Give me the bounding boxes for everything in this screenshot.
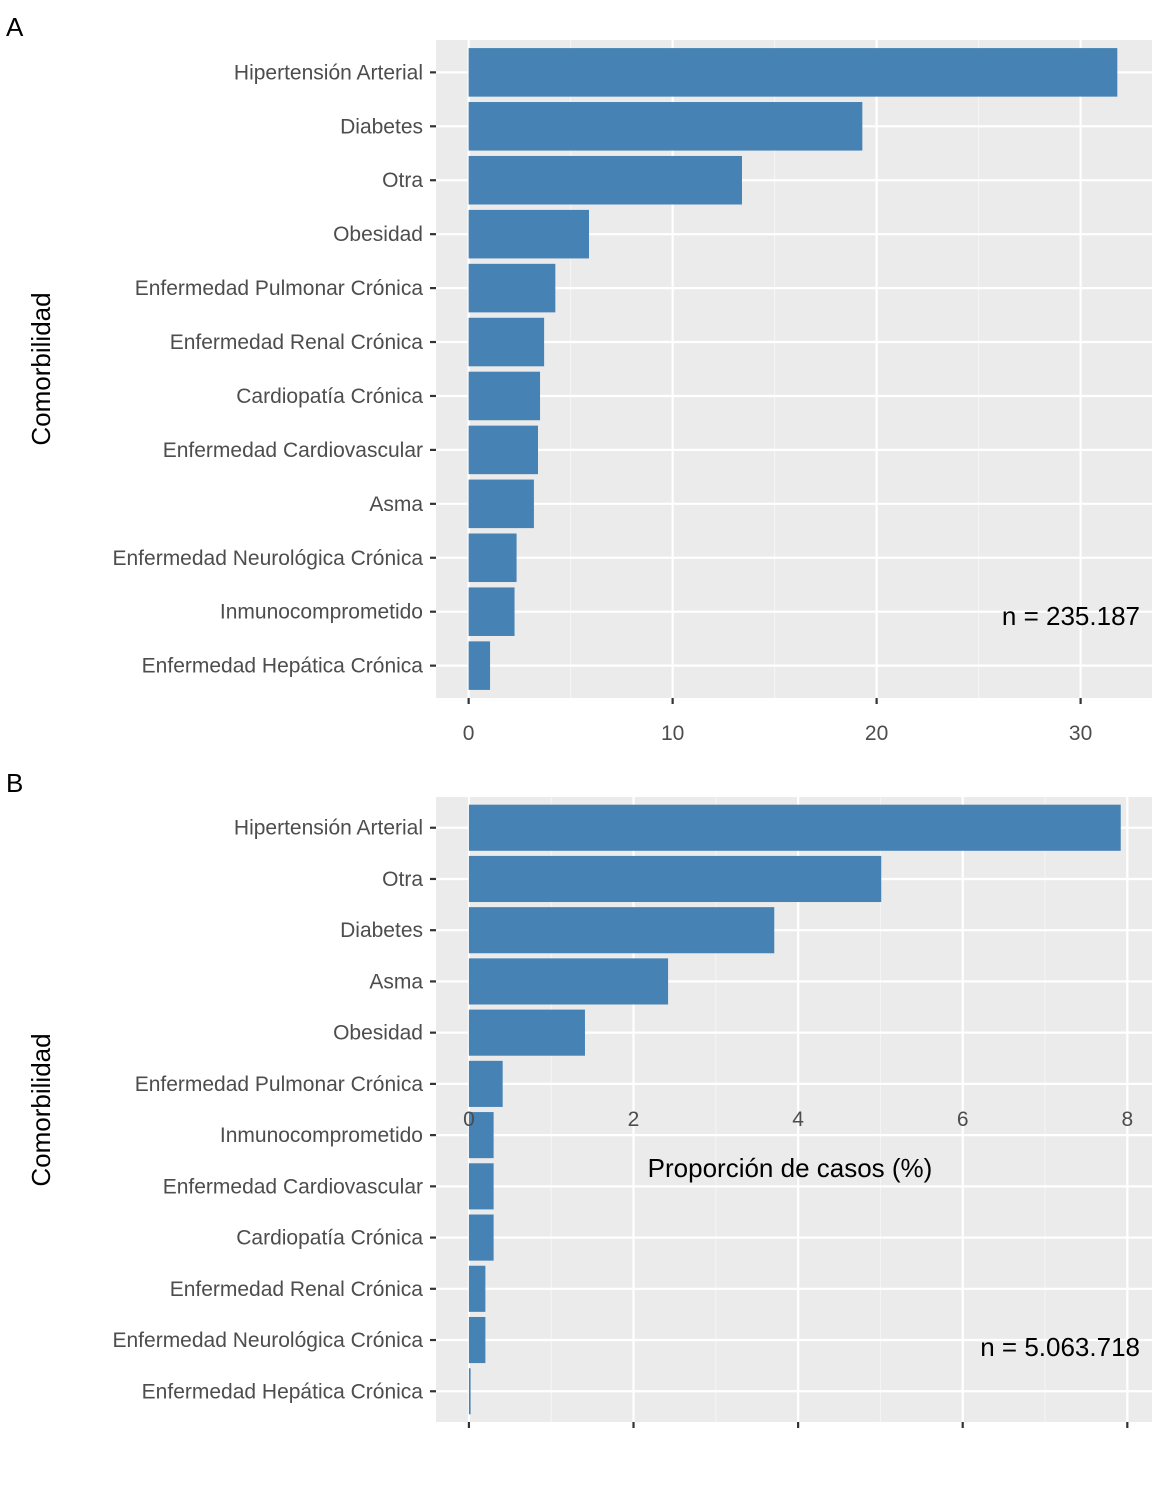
bar <box>468 1265 486 1312</box>
bar <box>468 587 515 636</box>
bar <box>468 1368 471 1415</box>
y-tick-label: Enfermedad Renal Crónica <box>170 331 424 354</box>
x-tick-label: 0 <box>463 722 475 745</box>
y-tick-label: Asma <box>369 493 423 516</box>
y-tick-label: Enfermedad Cardiovascular <box>163 439 423 462</box>
y-tick-label: Otra <box>382 169 423 192</box>
y-tick-label: Obesidad <box>333 1022 423 1045</box>
bar <box>468 479 534 529</box>
y-tick-label: Enfermedad Renal Crónica <box>170 1278 424 1301</box>
x-tick-label: 6 <box>957 1108 969 1131</box>
x-tick-label: 10 <box>661 722 684 745</box>
bar <box>468 425 538 475</box>
y-tick-label: Inmunocomprometido <box>220 601 423 624</box>
sample-size-annotation: n = 235.187 <box>1002 601 1140 631</box>
bar <box>468 855 882 903</box>
panel-label: B <box>6 768 23 798</box>
y-tick-label: Enfermedad Pulmonar Crónica <box>135 1073 424 1096</box>
y-tick-label: Diabetes <box>340 115 423 138</box>
bar <box>468 263 556 313</box>
bar <box>468 641 491 690</box>
x-tick-label: 4 <box>792 1108 804 1131</box>
bar <box>468 1060 503 1107</box>
panel-label: A <box>6 12 24 42</box>
y-tick-label: Cardiopatía Crónica <box>236 385 423 408</box>
bar <box>468 209 589 259</box>
y-tick-label: Enfermedad Hepática Crónica <box>142 1380 424 1403</box>
bar <box>468 155 742 205</box>
bar <box>468 958 669 1005</box>
bar <box>468 317 545 367</box>
y-tick-label: Otra <box>382 868 423 891</box>
bar <box>468 907 775 954</box>
bar <box>468 102 863 151</box>
bar <box>468 1163 494 1210</box>
y-tick-label: Hipertensión Arterial <box>234 817 423 840</box>
panel-b: Hipertensión Arterial Otra Diabetes Asma Obe… <box>6 768 1152 1428</box>
sample-size-annotation: n = 5.063.718 <box>980 1332 1140 1362</box>
y-tick-label: Asma <box>369 970 423 993</box>
y-axis-title: Comorbilidad <box>26 292 56 445</box>
y-tick-label: Cardiopatía Crónica <box>236 1227 423 1250</box>
y-tick-label: Enfermedad Hepática Crónica <box>142 655 424 678</box>
x-tick-label: 2 <box>628 1108 640 1131</box>
x-tick-label: 0 <box>463 1108 475 1131</box>
bar <box>468 804 1121 851</box>
bar <box>468 533 517 583</box>
y-tick-label: Diabetes <box>340 919 423 942</box>
panel-a: Hipertensión Arterial Diabetes Otra Obesida… <box>6 12 1152 745</box>
bar <box>468 48 1118 97</box>
bar <box>468 371 541 421</box>
y-tick-label: Enfermedad Neurológica Crónica <box>113 1329 424 1352</box>
x-tick-label: 20 <box>865 722 888 745</box>
bar <box>468 1112 494 1159</box>
y-tick-label: Inmunocomprometido <box>220 1124 423 1147</box>
y-tick-label: Hipertensión Arterial <box>234 61 423 84</box>
y-tick-label: Enfermedad Pulmonar Crónica <box>135 277 424 300</box>
bar <box>468 1009 585 1056</box>
x-axis-title: Proporción de casos (%) <box>648 1153 933 1183</box>
bar <box>468 1214 494 1261</box>
x-tick-label: 8 <box>1121 1108 1133 1131</box>
x-tick-label: 30 <box>1069 722 1092 745</box>
y-tick-label: Enfermedad Cardiovascular <box>163 1175 423 1198</box>
y-tick-label: Enfermedad Neurológica Crónica <box>113 547 424 570</box>
bar <box>468 1316 486 1364</box>
y-tick-label: Obesidad <box>333 223 423 246</box>
y-axis-title: Comorbilidad <box>26 1033 56 1186</box>
